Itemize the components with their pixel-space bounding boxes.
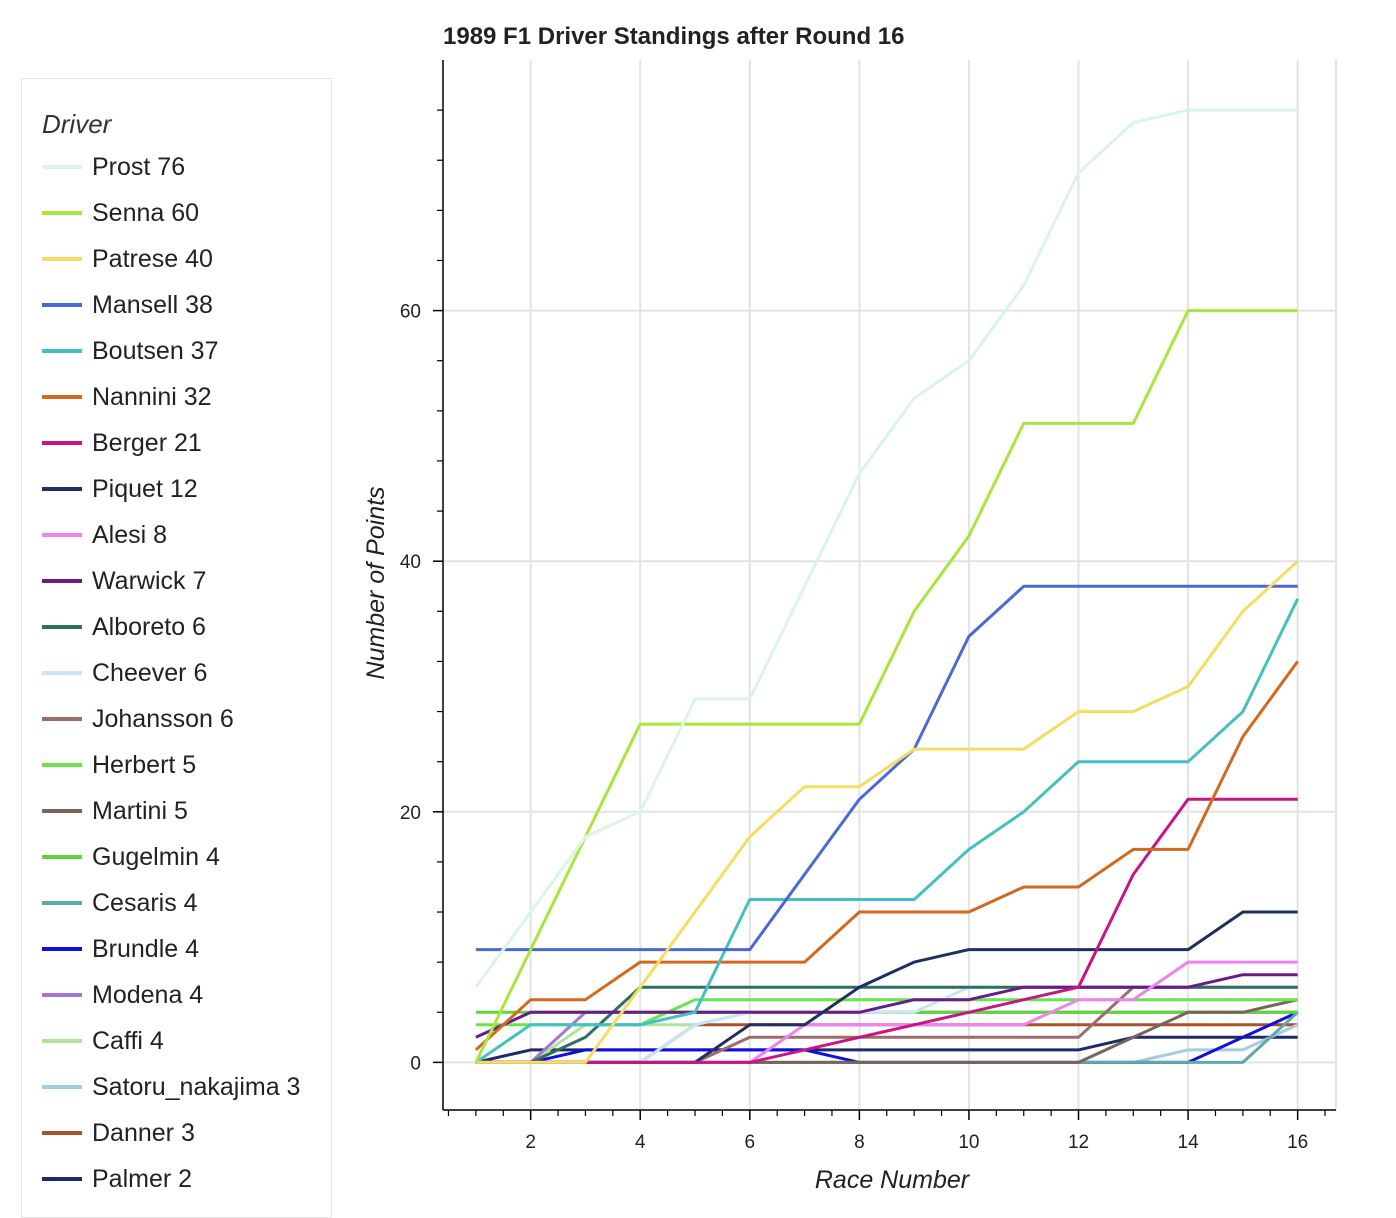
legend-label: Cesaris 4 [92,888,198,917]
y-tick-label: 20 [400,803,421,824]
y-tick-label: 60 [400,302,421,323]
legend-swatch [42,855,82,859]
legend-item: Herbert 5 [42,745,196,785]
legend-swatch [42,993,82,997]
x-tick-label: 2 [525,1132,536,1153]
legend-item: Alesi 8 [42,515,167,555]
x-tick-label: 8 [854,1132,865,1153]
legend: Driver Prost 76 Senna 60 Patrese 40 Mansell… [21,78,332,1218]
series-line-7 [475,797,1298,1064]
x-axis-title: Race Number [815,1166,971,1194]
legend-item: Prost 76 [42,147,185,187]
legend-label: Alesi 8 [92,520,168,549]
legend-item: Caffi 4 [42,1021,164,1061]
legend-label: Danner 3 [92,1118,195,1147]
legend-label: Berger 21 [92,428,202,457]
series-line-6 [474,660,1299,1052]
legend-label: Gugelmin 4 [92,842,220,871]
legend-label: Martini 5 [92,796,188,825]
legend-swatch [42,625,82,629]
legend-swatch [42,1131,82,1135]
series-line-3 [475,560,1299,1064]
legend-swatch [42,487,82,491]
legend-label: Cheever 6 [92,658,208,687]
series-line-2 [474,309,1298,1064]
legend-label: Alboreto 6 [92,612,206,641]
legend-swatch [42,395,82,399]
legend-item: Danner 3 [42,1113,195,1153]
legend-item: Cheever 6 [42,653,207,693]
legend-swatch [42,717,82,721]
legend-label: Senna 60 [92,198,200,227]
legend-item: Piquet 12 [42,469,198,509]
legend-swatch [42,349,82,353]
legend-label: Modena 4 [92,980,204,1009]
gridlines [443,60,1337,1110]
chart-title: 1989 F1 Driver Standings after Round 16 [443,23,904,50]
x-tick-label: 6 [745,1132,756,1153]
y-axis-title: Number of Points [362,486,390,679]
series-line-1 [474,108,1298,989]
legend-swatch [42,533,82,537]
legend-label: Warwick 7 [92,566,207,595]
legend-label: Satoru_nakajima 3 [92,1072,301,1101]
legend-swatch [42,1177,82,1181]
legend-swatch [42,257,82,261]
legend-swatch [42,947,82,951]
legend-item: Satoru_nakajima 3 [42,1067,300,1107]
legend-item: Senna 60 [42,193,199,233]
legend-title: Driver [42,109,112,139]
legend-label: Palmer 2 [92,1164,193,1193]
legend-item: Alboreto 6 [42,607,206,647]
series-line-10 [475,973,1298,1039]
legend-swatch [42,763,82,767]
legend-item: Gugelmin 4 [42,837,220,877]
legend-item: Johansson 6 [42,699,234,739]
legend-swatch [42,303,82,307]
legend-swatch [42,165,82,169]
legend-swatch [42,579,82,583]
legend-swatch [42,441,82,445]
legend-item: Brundle 4 [42,929,199,969]
legend-label: Piquet 12 [92,474,198,503]
legend-label: Mansell 38 [92,290,213,319]
x-tick-label: 12 [1068,1132,1089,1153]
legend-item: Cesaris 4 [42,883,198,923]
legend-item: Berger 21 [42,423,202,463]
legend-item: Warwick 7 [42,561,206,601]
x-tick-label: 10 [958,1132,979,1153]
legend-item: Boutsen 37 [42,331,219,371]
legend-label: Brundle 4 [92,934,200,963]
legend-item: Modena 4 [42,975,203,1015]
legend-label: Herbert 5 [92,750,197,779]
x-tick-label: 4 [635,1132,646,1153]
x-tick-label: 16 [1287,1132,1308,1153]
legend-label: Nannini 32 [92,382,212,411]
legend-swatch [42,1085,82,1089]
legend-item: Nannini 32 [42,377,212,417]
legend-swatch [42,211,82,215]
legend-item: Palmer 2 [42,1159,192,1199]
legend-label: Patrese 40 [92,244,213,273]
legend-swatch [42,671,82,675]
axes: 2 4 6 8 10 12 14 16 0 20 40 60 [400,60,1336,1153]
legend-swatch [42,1039,82,1043]
series-line-4 [475,584,1298,952]
legend-swatch [42,901,82,905]
legend-item: Martini 5 [42,791,188,831]
legend-swatch [42,809,82,813]
series-lines [474,108,1300,1064]
y-tick-label: 0 [410,1053,421,1074]
legend-item: Mansell 38 [42,285,213,325]
legend-label: Caffi 4 [92,1026,164,1055]
legend-item: Patrese 40 [42,239,213,279]
legend-label: Boutsen 37 [92,336,219,365]
x-tick-label: 14 [1178,1132,1200,1153]
legend-label: Johansson 6 [92,704,234,733]
y-tick-label: 40 [400,552,421,573]
legend-label: Prost 76 [92,152,186,181]
